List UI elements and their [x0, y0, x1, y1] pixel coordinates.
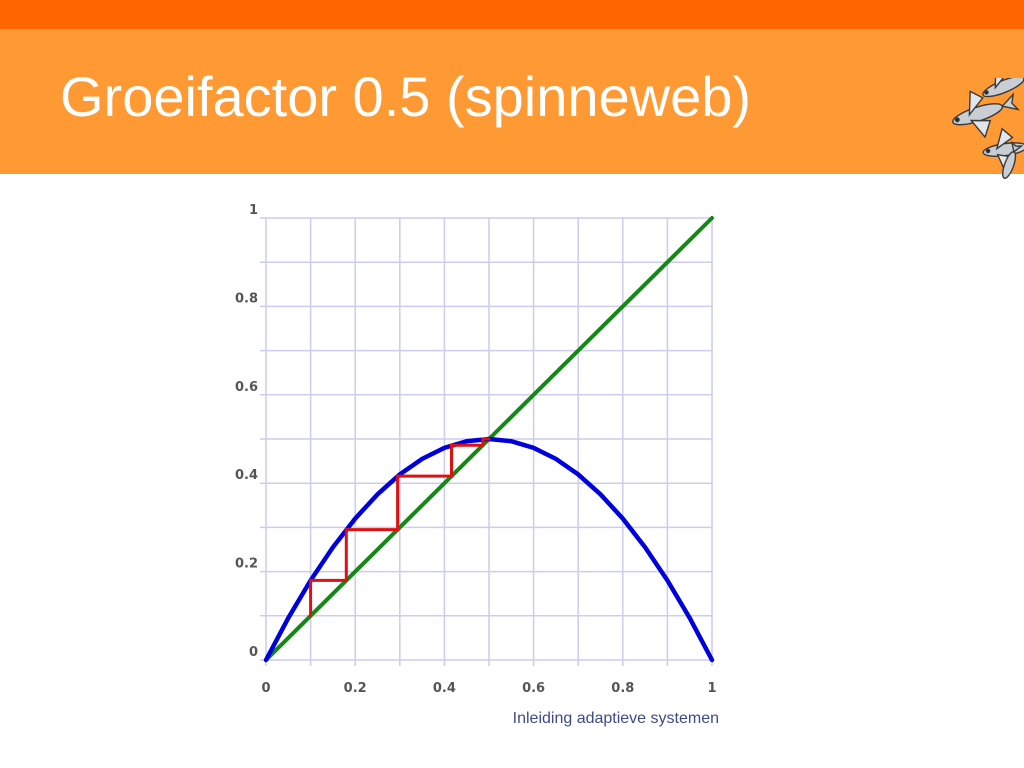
x-tick-label: 0.4 — [433, 681, 456, 696]
x-tick-label: 1 — [707, 681, 716, 696]
series — [263, 216, 715, 663]
title-band — [0, 29, 1024, 174]
grid — [260, 217, 713, 666]
y-tick-label: 0.4 — [235, 468, 258, 483]
slide-footer: Inleiding adaptieve systemen — [512, 710, 719, 727]
y-tick-label: 0.2 — [235, 557, 258, 572]
x-tick-label: 0.6 — [522, 681, 545, 696]
y-tick-label: 0 — [249, 645, 258, 660]
tick-labels: 0 0.2 0.4 0.6 0.8 1 0 0.2 0.4 0.6 0.8 1 — [235, 203, 717, 696]
y-tick-label: 0.8 — [235, 291, 258, 306]
x-tick-label: 0.8 — [611, 681, 634, 696]
x-tick-label: 0 — [261, 681, 270, 696]
cobweb-chart: 0 0.2 0.4 0.6 0.8 1 0 0.2 0.4 0.6 0.8 1 — [235, 203, 717, 696]
x-tick-label: 0.2 — [344, 681, 367, 696]
y-tick-label: 0.6 — [235, 380, 258, 395]
cobweb-line — [309, 437, 491, 618]
slide-title: Groeifactor 0.5 (spinneweb) — [60, 65, 752, 128]
y-tick-label: 1 — [249, 203, 258, 218]
flying-fish-icon — [952, 78, 1024, 179]
top-accent-band — [0, 0, 1024, 29]
